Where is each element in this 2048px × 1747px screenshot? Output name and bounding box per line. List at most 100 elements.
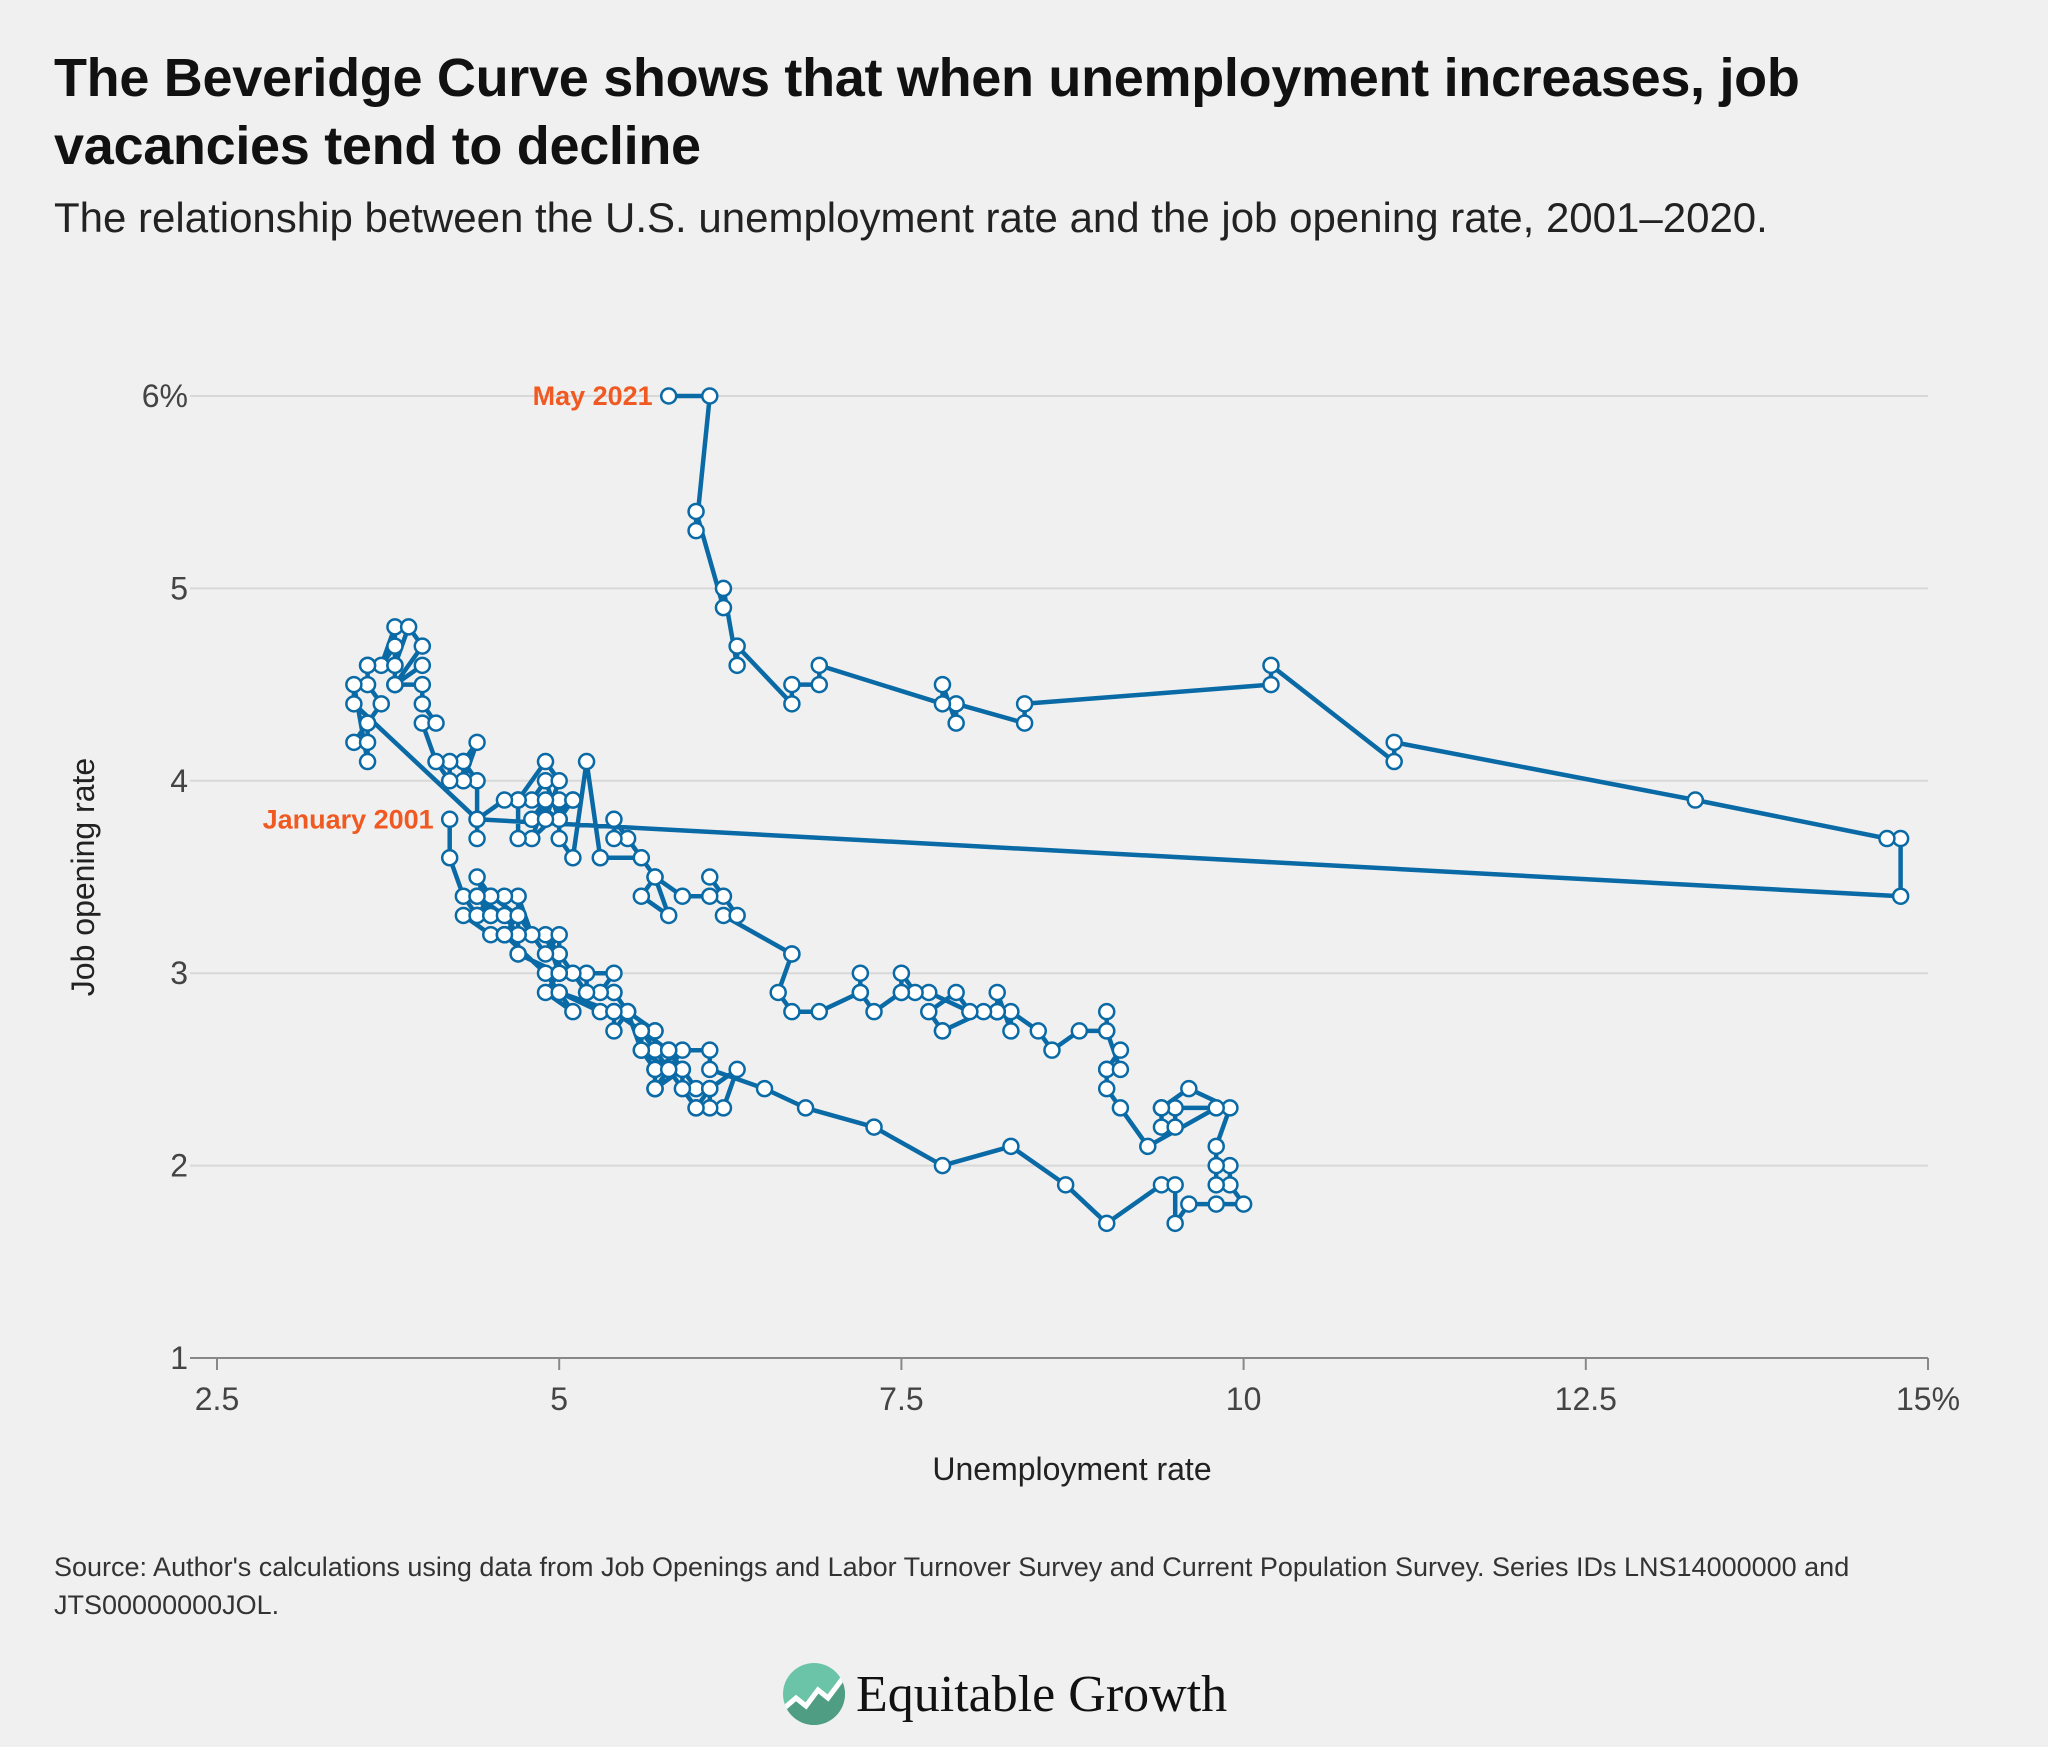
x-tick-label: 10 (1226, 1381, 1262, 1417)
data-point (755, 1079, 774, 1098)
data-point (851, 964, 870, 982)
x-tick-label: 15% (1896, 1381, 1960, 1417)
annotation-label: May 2021 (533, 381, 653, 411)
data-point (550, 829, 568, 848)
data-point (564, 1002, 582, 1021)
data-point (1015, 695, 1034, 713)
data-point (1002, 1022, 1020, 1040)
data-point (865, 1002, 883, 1021)
data-point (1207, 1176, 1225, 1194)
data-point (796, 1099, 815, 1117)
data-point (468, 733, 486, 752)
y-tick-label: 4 (170, 763, 188, 799)
data-point (1111, 1060, 1130, 1079)
data-point (783, 1002, 801, 1021)
annotation-label: January 2001 (263, 804, 434, 834)
source-note: Source: Author's calculations using data… (54, 1552, 1850, 1620)
data-point (550, 925, 568, 944)
data-point (509, 906, 527, 925)
data-point (714, 598, 733, 617)
data-point (605, 964, 623, 982)
data-point (810, 1002, 829, 1021)
data-point (495, 791, 514, 809)
data-point (783, 675, 801, 694)
data-point (933, 1022, 952, 1040)
data-point (577, 752, 596, 771)
data-point (687, 502, 705, 521)
annotations: January 2001 May 2021 (263, 381, 653, 834)
data-point (427, 714, 445, 732)
data-point (399, 618, 418, 636)
data-point (550, 772, 568, 790)
data-point (440, 772, 459, 790)
data-point (1262, 675, 1280, 694)
data-point (468, 810, 486, 829)
data-point (358, 752, 377, 771)
data-point (1111, 1099, 1130, 1117)
data-point (1097, 1214, 1116, 1233)
data-point (358, 714, 377, 732)
data-point (550, 983, 568, 1002)
data-point (468, 829, 486, 848)
data-point (659, 1041, 678, 1059)
data-point (1207, 1137, 1225, 1156)
data-point (1180, 1079, 1198, 1098)
data-point (413, 656, 432, 675)
data-point (386, 637, 404, 655)
data-point (1043, 1041, 1061, 1059)
y-tick-label: 1 (170, 1340, 188, 1376)
data-point (1015, 714, 1034, 732)
data-point (1180, 1195, 1198, 1213)
data-point (1097, 1022, 1116, 1040)
data-point (386, 656, 404, 675)
beveridge-curve-chart: 1 2 3 4 5 6% 2.5 5 7.5 10 12.5 15% Unemployment ra… (65, 378, 1960, 1487)
data-point (851, 983, 870, 1002)
data-point (632, 1041, 651, 1059)
data-point (605, 1022, 623, 1040)
data-point (413, 637, 432, 655)
data-point (413, 695, 432, 713)
data-point (659, 1060, 678, 1079)
data-point (1029, 1022, 1048, 1040)
data-point (605, 810, 623, 829)
data-point (1207, 1099, 1225, 1117)
x-tick-label: 2.5 (195, 1381, 239, 1417)
data-point (673, 887, 692, 905)
data-point (1385, 733, 1403, 752)
data-point (659, 387, 678, 405)
chart-subtitle: The relationship between the U.S. unempl… (54, 194, 1768, 241)
data-point (1878, 829, 1896, 848)
x-axis-label: Unemployment rate (932, 1451, 1211, 1487)
data-point (358, 656, 377, 675)
data-point (605, 1002, 623, 1021)
data-point (386, 675, 404, 694)
data-point (947, 983, 965, 1002)
data-point (988, 983, 1006, 1002)
y-tick-label: 3 (170, 955, 188, 991)
data-point (440, 849, 459, 867)
x-tick-label: 7.5 (879, 1381, 923, 1417)
data-point (1686, 791, 1705, 809)
data-point (783, 945, 801, 963)
data-point (892, 964, 911, 982)
data-point (933, 1156, 952, 1175)
data-point (1111, 1041, 1130, 1059)
data-point (728, 637, 746, 655)
data-point (701, 1060, 719, 1079)
data-point (345, 695, 363, 713)
data-point (632, 887, 651, 905)
data-point (1262, 656, 1280, 675)
y-tick-label: 6% (142, 378, 188, 414)
data-point (961, 1002, 979, 1021)
data-point (1002, 1137, 1020, 1156)
data-point (701, 868, 719, 886)
data-point (1891, 887, 1910, 905)
data-point (933, 695, 952, 713)
data-point (865, 1118, 883, 1136)
data-point (605, 829, 623, 848)
data-point (564, 849, 582, 867)
data-point (1166, 1176, 1184, 1194)
x-axis-ticks: 2.5 5 7.5 10 12.5 15% (195, 1358, 1960, 1417)
data-point (728, 1060, 746, 1079)
data-point (495, 925, 514, 944)
